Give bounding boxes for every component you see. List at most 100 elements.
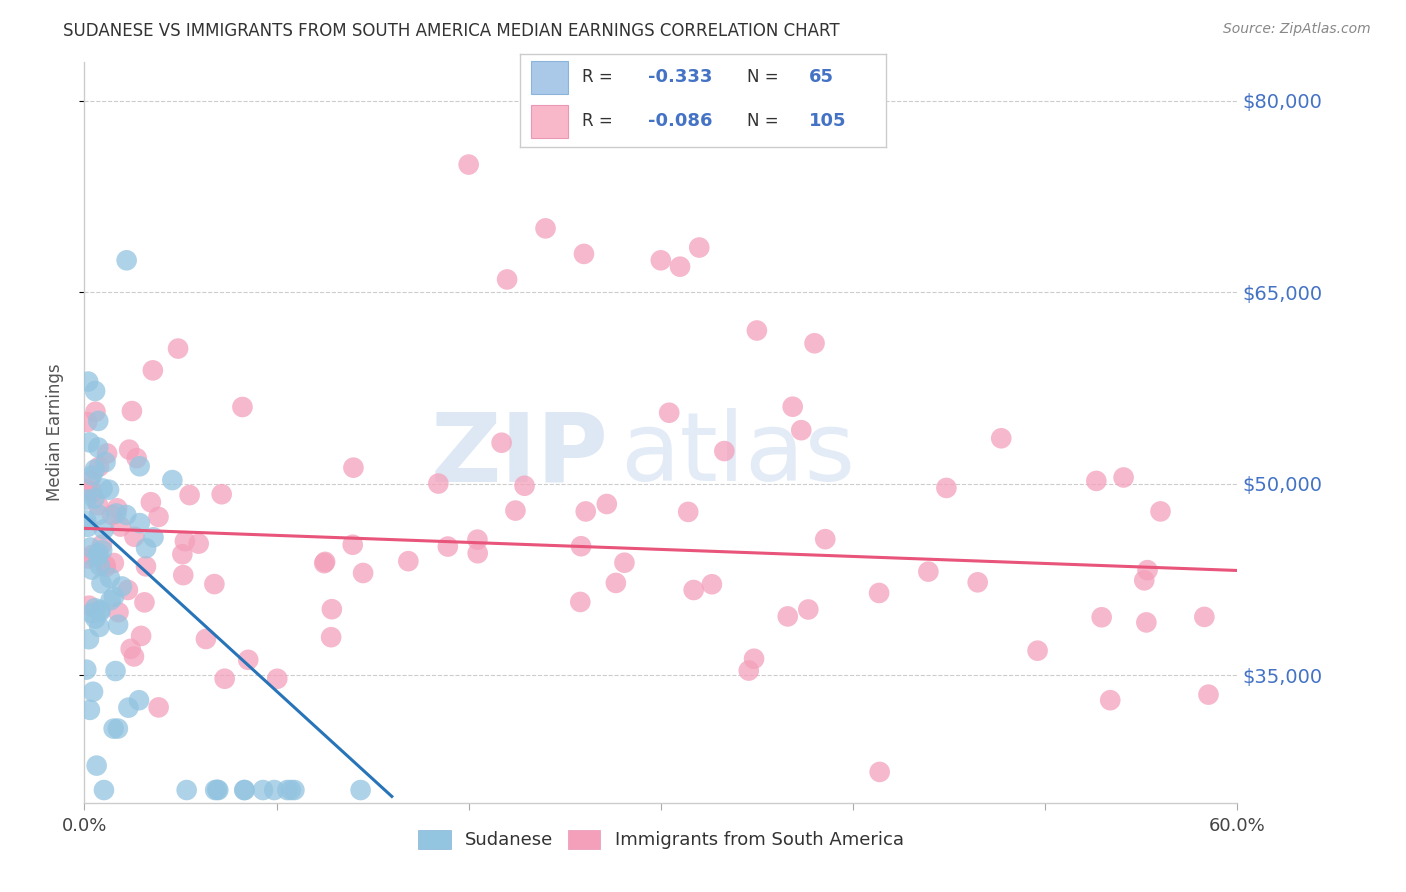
Point	[935, 481, 957, 495]
Point	[676, 505, 699, 519]
Point	[86, 758, 108, 772]
Point	[103, 590, 125, 604]
Point	[142, 530, 165, 544]
Point	[263, 783, 285, 797]
Point	[83, 491, 105, 506]
Point	[84, 405, 107, 419]
Point	[107, 605, 129, 619]
Point	[868, 586, 890, 600]
Point	[214, 672, 236, 686]
Point	[75, 663, 97, 677]
Point	[869, 764, 891, 779]
Point	[396, 554, 419, 568]
Point	[82, 548, 104, 562]
Point	[738, 664, 761, 678]
Point	[280, 783, 302, 797]
Point	[202, 577, 225, 591]
Point	[572, 247, 595, 261]
Point	[82, 684, 104, 698]
Point	[596, 497, 619, 511]
Point	[105, 507, 128, 521]
Point	[121, 404, 143, 418]
Point	[174, 534, 197, 549]
Point	[266, 672, 288, 686]
Point	[569, 539, 592, 553]
Point	[990, 431, 1012, 445]
Point	[342, 538, 364, 552]
Y-axis label: Median Earnings: Median Earnings	[45, 364, 63, 501]
Point	[782, 400, 804, 414]
Point	[89, 605, 111, 619]
Point	[84, 612, 107, 626]
Bar	[531, 105, 568, 138]
Point	[1085, 474, 1108, 488]
Point	[1194, 610, 1216, 624]
Text: R =: R =	[582, 69, 619, 87]
Point	[427, 476, 450, 491]
Point	[107, 617, 129, 632]
Point	[534, 221, 557, 235]
Point	[89, 620, 111, 634]
Point	[172, 568, 194, 582]
Point	[76, 415, 98, 429]
Point	[669, 260, 692, 274]
Point	[814, 532, 837, 546]
Point	[94, 455, 117, 469]
Point	[321, 602, 343, 616]
Point	[1133, 574, 1156, 588]
Point	[682, 582, 704, 597]
Point	[91, 543, 114, 558]
Point	[745, 324, 768, 338]
Point	[107, 722, 129, 736]
Point	[82, 468, 104, 483]
Point	[87, 441, 110, 455]
Point	[966, 575, 988, 590]
Point	[134, 595, 156, 609]
Point	[187, 536, 209, 550]
Point	[98, 483, 121, 497]
Point	[233, 783, 256, 797]
Point	[176, 783, 198, 797]
Bar	[531, 61, 568, 94]
Point	[457, 157, 479, 171]
Point	[83, 462, 105, 476]
Point	[87, 498, 110, 512]
Point	[135, 541, 157, 556]
Point	[128, 693, 150, 707]
Point	[79, 435, 101, 450]
Point	[688, 240, 710, 255]
Point	[89, 603, 111, 617]
Point	[117, 582, 139, 597]
Point	[115, 253, 138, 268]
Point	[569, 595, 592, 609]
Point	[314, 556, 336, 570]
Point	[135, 559, 157, 574]
Point	[1112, 470, 1135, 484]
Point	[89, 558, 111, 573]
Point	[437, 540, 460, 554]
Point	[314, 555, 336, 569]
Text: SUDANESE VS IMMIGRANTS FROM SOUTH AMERICA MEDIAN EARNINGS CORRELATION CHART: SUDANESE VS IMMIGRANTS FROM SOUTH AMERIC…	[63, 22, 839, 40]
Point	[87, 459, 110, 474]
Point	[122, 649, 145, 664]
Point	[76, 482, 98, 496]
Point	[491, 435, 513, 450]
Text: 65: 65	[808, 69, 834, 87]
Point	[94, 560, 117, 574]
Point	[96, 446, 118, 460]
Text: atlas: atlas	[620, 409, 856, 501]
Point	[207, 783, 229, 797]
Text: -0.086: -0.086	[648, 112, 713, 130]
Point	[342, 460, 364, 475]
Point	[575, 504, 598, 518]
Text: ZIP: ZIP	[432, 409, 609, 501]
Point	[231, 400, 253, 414]
Point	[233, 783, 256, 797]
Point	[179, 488, 201, 502]
Point	[917, 565, 939, 579]
Point	[650, 253, 672, 268]
Point	[1099, 693, 1122, 707]
Point	[205, 782, 228, 797]
Point	[167, 342, 190, 356]
Point	[84, 601, 107, 615]
